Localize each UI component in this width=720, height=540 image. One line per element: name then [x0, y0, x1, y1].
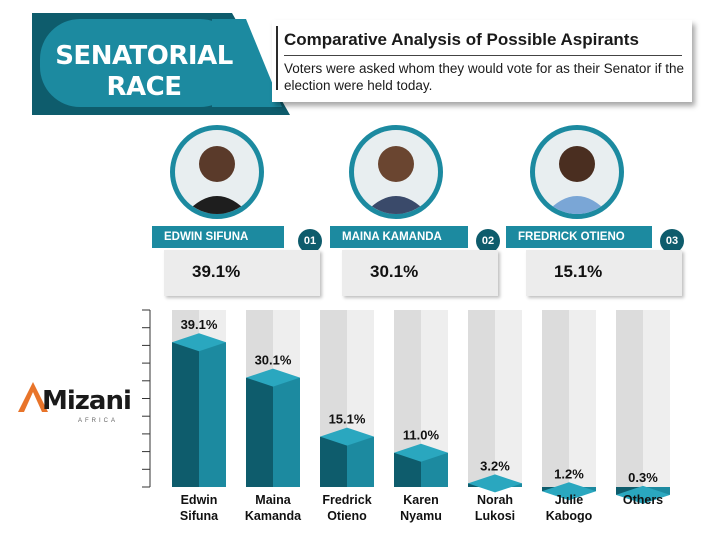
bar-left-face [246, 377, 273, 487]
x-axis-tick-label: Sifuna [180, 509, 219, 523]
bar-value-label: 39.1% [181, 317, 218, 332]
candidate-3-percent-box: 15.1% [526, 250, 682, 296]
bar-value-label: 3.2% [480, 458, 510, 473]
bar-top-face [394, 443, 448, 462]
bar-track-shade [495, 310, 522, 487]
bar-top-face [320, 427, 374, 446]
logo-subtitle: AFRICA [78, 418, 119, 424]
bar-value-label: 1.2% [554, 466, 584, 481]
header-box: Comparative Analysis of Possible Aspiran… [272, 20, 692, 102]
logo-wordmark: Mizani [42, 386, 132, 416]
x-axis-tick-label: Fredrick [322, 493, 371, 507]
candidate-2-percent-box: 30.1% [342, 250, 498, 296]
bar-top-face [542, 482, 596, 501]
x-axis-tick-label: Edwin [181, 493, 218, 507]
bar-right-face [199, 342, 226, 487]
chart-title: Comparative Analysis of Possible Aspiran… [284, 30, 639, 49]
bar-value-label: 0.3% [628, 470, 658, 485]
x-axis-tick-label: Julie [555, 493, 584, 507]
x-axis-tick-label: Maina [255, 493, 291, 507]
candidate-1-percent: 39.1% [192, 262, 241, 281]
candidate-3-photo [530, 125, 624, 219]
candidate-1-name: EDWIN SIFUNA [152, 226, 284, 248]
x-axis-tick-label: Nyamu [400, 509, 442, 523]
bar-track-shade [421, 310, 448, 487]
badge-line-2: RACE [106, 72, 182, 102]
bar-right-face [421, 452, 448, 487]
x-axis-tick-label: Lukosi [475, 509, 515, 523]
bar-track-shade [569, 310, 596, 487]
bar-left-face [394, 452, 421, 487]
bar-top-face [246, 368, 300, 387]
bar-top-face [172, 333, 226, 352]
candidate-2-photo [349, 125, 443, 219]
bar-track-shade [643, 310, 670, 487]
chart-subtitle: Voters were asked whom they would vote f… [284, 61, 684, 93]
x-axis-tick-label: Karen [403, 493, 438, 507]
bar-value-label: 15.1% [329, 412, 366, 427]
mizani-logo: Mizani AFRICA [18, 378, 138, 428]
candidate-1-percent-box: 39.1% [164, 250, 320, 296]
x-axis-tick-label: Norah [477, 493, 513, 507]
header-divider [284, 55, 682, 56]
bar-top-face [616, 485, 670, 504]
candidate-3-name: FREDRICK OTIENO [506, 226, 652, 248]
bar-left-face [320, 436, 347, 487]
x-axis-tick-label: Kamanda [245, 509, 302, 523]
bar-top-face [468, 474, 522, 493]
candidate-1-rank: 01 [298, 229, 322, 253]
senatorial-race-badge: SENATORIAL RACE [32, 13, 290, 115]
x-axis-tick-label: Kabogo [546, 509, 593, 523]
mizani-scale-icon [18, 382, 48, 412]
candidate-1-photo [170, 125, 264, 219]
x-axis-tick-label: Others [623, 493, 663, 507]
bar-right-face [273, 377, 300, 487]
bar-value-label: 11.0% [403, 428, 440, 443]
candidate-2-name: MAINA KAMANDA [330, 226, 468, 248]
bar-right-face [347, 436, 374, 487]
x-axis-tick-label: Otieno [327, 509, 367, 523]
bar-value-label: 30.1% [255, 353, 292, 368]
badge-line-1: SENATORIAL [55, 41, 233, 71]
bar-left-face [172, 342, 199, 487]
candidate-2-percent: 30.1% [370, 262, 419, 281]
candidate-3-percent: 15.1% [554, 262, 603, 281]
header-accent-bar [276, 26, 278, 90]
candidate-2-rank: 02 [476, 229, 500, 253]
candidate-3-rank: 03 [660, 229, 684, 253]
badge-text: SENATORIAL RACE [44, 41, 244, 103]
